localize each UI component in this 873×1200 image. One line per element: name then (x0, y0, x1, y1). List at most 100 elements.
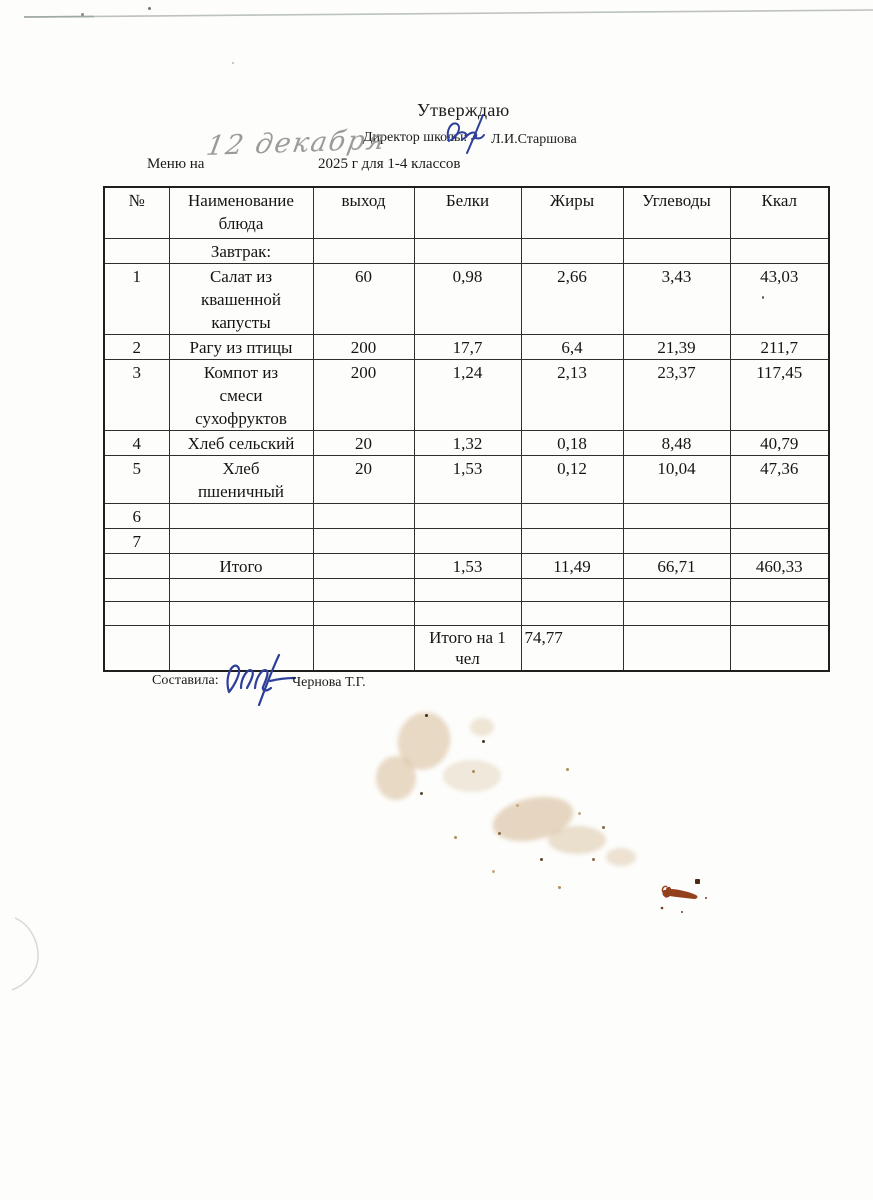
cell-carbs (622, 502, 731, 529)
cell-number: 7 (103, 527, 170, 554)
empty-row (103, 600, 830, 626)
cell-empty (312, 237, 415, 264)
cell-empty (729, 600, 830, 626)
menu-table: № Наименование блюда выход Белки Жиры Уг… (103, 186, 830, 672)
cell-empty (312, 600, 415, 626)
cell-dish-name: Салат из квашенной капусты (168, 262, 314, 335)
cell-number: 3 (103, 358, 170, 431)
cell-dish-name (168, 527, 314, 554)
cell-protein (413, 527, 522, 554)
header-cell-kcal: Ккал (729, 186, 830, 239)
header-cell-portion: выход (312, 186, 415, 239)
cell-kcal (729, 527, 830, 554)
red-smear-mark (660, 879, 707, 913)
cell-portion: 20 (312, 429, 415, 456)
cell-empty (103, 600, 170, 626)
cell-kcal: 43,03 (729, 262, 830, 335)
empty-row (103, 577, 830, 602)
cell-dish-name: Хлеб пшеничный (168, 454, 314, 504)
cell-empty (168, 624, 314, 672)
stain-blob (606, 848, 636, 866)
cell-empty (103, 237, 170, 264)
cell-portion: 200 (312, 333, 415, 360)
cell-empty (312, 577, 415, 602)
cell-kcal: 117,45 (729, 358, 830, 431)
cell-kcal: 47,36 (729, 454, 830, 504)
cell-dish-name: Рагу из птицы (168, 333, 314, 360)
director-signature (446, 114, 485, 154)
cell-empty (413, 237, 522, 264)
cell-fat: 6,4 (520, 333, 624, 360)
cell-dish-name: Компот из смеси сухофруктов (168, 358, 314, 431)
stain-speck-cluster (482, 740, 485, 743)
cell-empty (312, 552, 415, 579)
director-label: Директор школы: (363, 130, 468, 145)
cell-portion: 200 (312, 358, 415, 431)
cell-empty (729, 577, 830, 602)
totals-protein: 1,53 (413, 552, 522, 579)
table-row: 1 Салат из квашенной капусты 60 0,98 2,6… (103, 262, 830, 335)
cell-carbs: 3,43 (622, 262, 731, 335)
cell-empty (103, 552, 170, 579)
cell-number: 4 (103, 429, 170, 456)
section-row: Завтрак: (103, 237, 830, 264)
cell-protein: 17,7 (413, 333, 522, 360)
table-row: 5 Хлеб пшеничный 20 1,53 0,12 10,04 47,3… (103, 454, 830, 504)
composer-signature (226, 653, 297, 706)
cell-carbs: 10,04 (622, 454, 731, 504)
paper-speck (148, 7, 151, 10)
director-name: Л.И.Старшова (491, 132, 577, 147)
approval-heading: Утверждаю (417, 100, 510, 120)
cell-empty (103, 577, 170, 602)
cell-fat (520, 502, 624, 529)
totals-carbs: 66,71 (622, 552, 731, 579)
cell-carbs: 21,39 (622, 333, 731, 360)
header-cell-dish-name: Наименование блюда (168, 186, 314, 239)
scan-edge-line (24, 9, 873, 18)
cell-empty (729, 237, 830, 264)
cell-carbs: 8,48 (622, 429, 731, 456)
cell-dish-name (168, 502, 314, 529)
stain-blob (443, 760, 501, 792)
stain-speck (425, 714, 428, 717)
table-header-row: № Наименование блюда выход Белки Жиры Уг… (103, 186, 830, 239)
per-person-label: Итого на 1 чел (413, 624, 522, 672)
cell-portion: 60 (312, 262, 415, 335)
cell-number: 6 (103, 502, 170, 529)
cell-empty (103, 624, 170, 672)
cell-fat: 0,12 (520, 454, 624, 504)
cell-carbs (622, 527, 731, 554)
menu-date-prefix: Меню на (147, 156, 205, 172)
cell-portion: 20 (312, 454, 415, 504)
stain-blob (470, 718, 494, 736)
stain-blob (548, 826, 606, 854)
cell-kcal: 40,79 (729, 429, 830, 456)
cell-empty (622, 577, 731, 602)
cell-fat: 2,66 (520, 262, 624, 335)
table-row: 3 Компот из смеси сухофруктов 200 1,24 2… (103, 358, 830, 431)
cell-protein: 1,24 (413, 358, 522, 431)
totals-label: Итого (168, 552, 314, 579)
cell-empty (622, 600, 731, 626)
paper-speck (81, 13, 84, 16)
faint-arc-mark (11, 917, 39, 991)
cell-empty (312, 624, 415, 672)
header-cell-number: № (103, 186, 170, 239)
cell-fat: 2,13 (520, 358, 624, 431)
cell-empty (520, 600, 624, 626)
paper-speck (232, 62, 234, 64)
table-row: 7 (103, 527, 830, 554)
cell-empty (729, 624, 830, 672)
table-row: 4 Хлеб сельский 20 1,32 0,18 8,48 40,79 (103, 429, 830, 456)
cell-portion (312, 502, 415, 529)
header-cell-protein: Белки (413, 186, 522, 239)
cell-fat: 0,18 (520, 429, 624, 456)
cell-portion (312, 527, 415, 554)
cell-empty (520, 577, 624, 602)
stain-blob (376, 756, 416, 800)
cell-number: 5 (103, 454, 170, 504)
cell-empty (622, 237, 731, 264)
composed-by-label: Составила: (152, 673, 219, 688)
cell-empty (413, 600, 522, 626)
header-cell-fat: Жиры (520, 186, 624, 239)
